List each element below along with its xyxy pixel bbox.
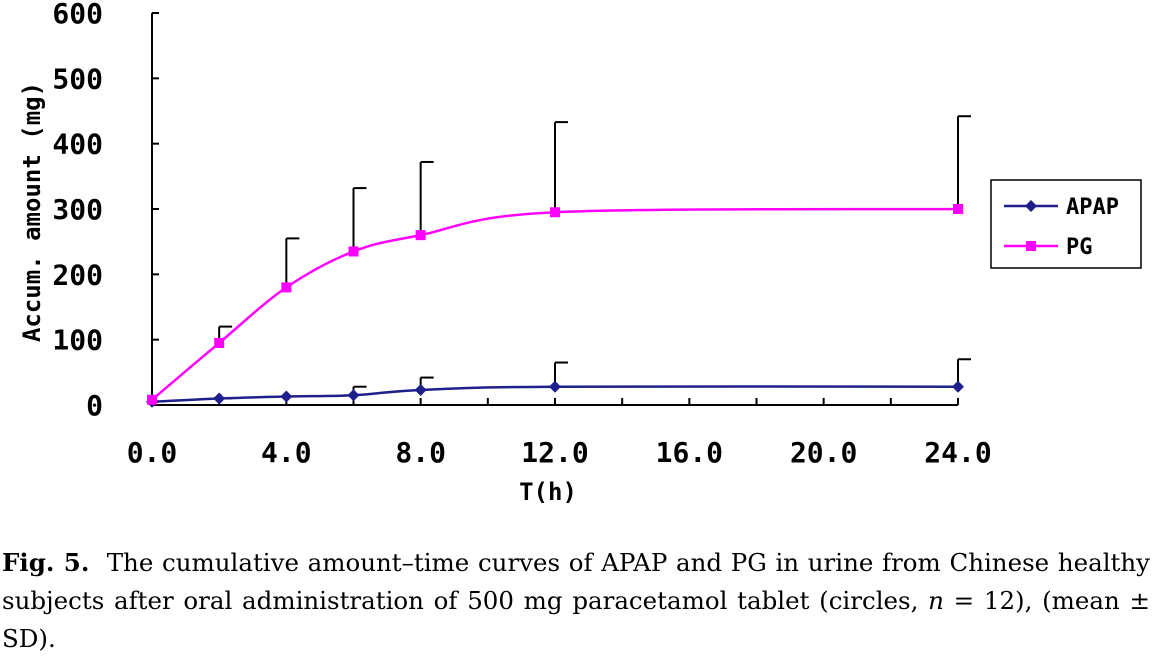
series-layer <box>146 115 971 408</box>
y-axis-title: Accum. amount (mg) <box>18 82 46 342</box>
figure-caption: Fig. 5. The cumulative amount–time curve… <box>2 544 1150 658</box>
y-tick-label: 200 <box>52 258 103 291</box>
data-point-pg <box>147 394 157 405</box>
x-tick-label: 8.0 <box>395 436 446 469</box>
figure-label: Fig. 5. <box>2 548 90 577</box>
data-point-apap <box>280 390 293 403</box>
data-point-pg <box>348 246 359 257</box>
x-tick-label: 4.0 <box>261 436 312 469</box>
legend-box <box>990 179 1142 269</box>
x-tick-label: 24.0 <box>924 436 991 469</box>
x-tick-label: 20.0 <box>790 436 857 469</box>
data-point-apap <box>952 380 964 393</box>
data-point-pg <box>214 337 225 348</box>
x-tick-label: 12.0 <box>521 436 588 469</box>
data-point-apap <box>213 392 226 405</box>
legend-label-pg: PG <box>1066 235 1093 260</box>
y-tick-label: 500 <box>52 62 103 95</box>
y-tick-label: 300 <box>52 193 103 226</box>
data-point-pg <box>281 282 292 293</box>
data-point-pg <box>953 204 963 214</box>
legend-marker-pg <box>1026 241 1036 251</box>
legend-label-apap: APAP <box>1066 195 1119 220</box>
data-point-apap <box>347 389 360 402</box>
caption-text-2: = 12), (mean ± SD). <box>2 586 1151 653</box>
data-point-apap <box>414 383 427 396</box>
y-tick-label: 600 <box>52 0 103 30</box>
data-point-pg <box>415 230 426 241</box>
data-point-apap <box>549 380 561 393</box>
data-point-pg <box>550 207 560 218</box>
y-tick-label: 0 <box>86 389 103 422</box>
y-axis: 0 100 200 300 400 500 600 <box>52 0 159 422</box>
x-tick-label: 0.0 <box>127 436 178 469</box>
caption-text-1: The cumulative amount–time curves of APA… <box>2 548 1151 615</box>
x-tick-label: 16.0 <box>656 436 723 469</box>
legend-marker-apap <box>1025 200 1037 212</box>
series-line-apap <box>151 385 959 403</box>
chart: 0 100 200 300 400 500 600 0.0 4.0 8.0 12.0 16.0 20.… <box>18 0 1142 506</box>
y-tick-label: 400 <box>52 128 103 161</box>
series-line-pg <box>151 207 959 401</box>
y-tick-label: 100 <box>52 324 103 357</box>
legend: APAP PG <box>990 179 1142 269</box>
x-axis: 0.0 4.0 8.0 12.0 16.0 20.0 24.0 <box>127 398 992 469</box>
x-axis-title: T(h) <box>519 478 577 506</box>
caption-n-symbol: n <box>928 586 944 615</box>
